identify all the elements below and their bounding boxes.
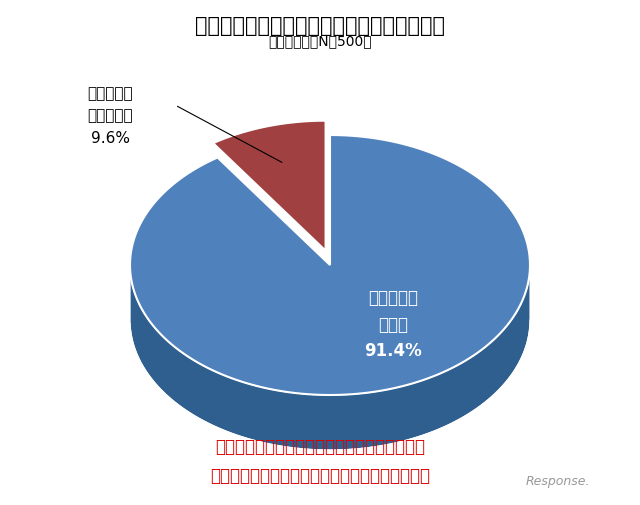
Text: Response.: Response. (525, 474, 590, 487)
Text: シニア層は運転に意欲的ということが明らかに
「運転支援システム」が今後さらに注目されそう: シニア層は運転に意欲的ということが明らかに 「運転支援システム」が今後さらに注目… (210, 437, 430, 484)
Polygon shape (130, 136, 530, 395)
Polygon shape (213, 121, 326, 251)
Polygon shape (130, 266, 530, 450)
Text: あなたは今後も車を運転したいと思いますか: あなたは今後も車を運転したいと思いますか (195, 16, 445, 36)
Text: （単一回答／N＝500）: （単一回答／N＝500） (268, 34, 372, 48)
Text: 運転したい
と思う
91.4%: 運転したい と思う 91.4% (364, 288, 422, 359)
Text: 運転したい
と思わない
9.6%: 運転したい と思わない 9.6% (87, 86, 133, 145)
